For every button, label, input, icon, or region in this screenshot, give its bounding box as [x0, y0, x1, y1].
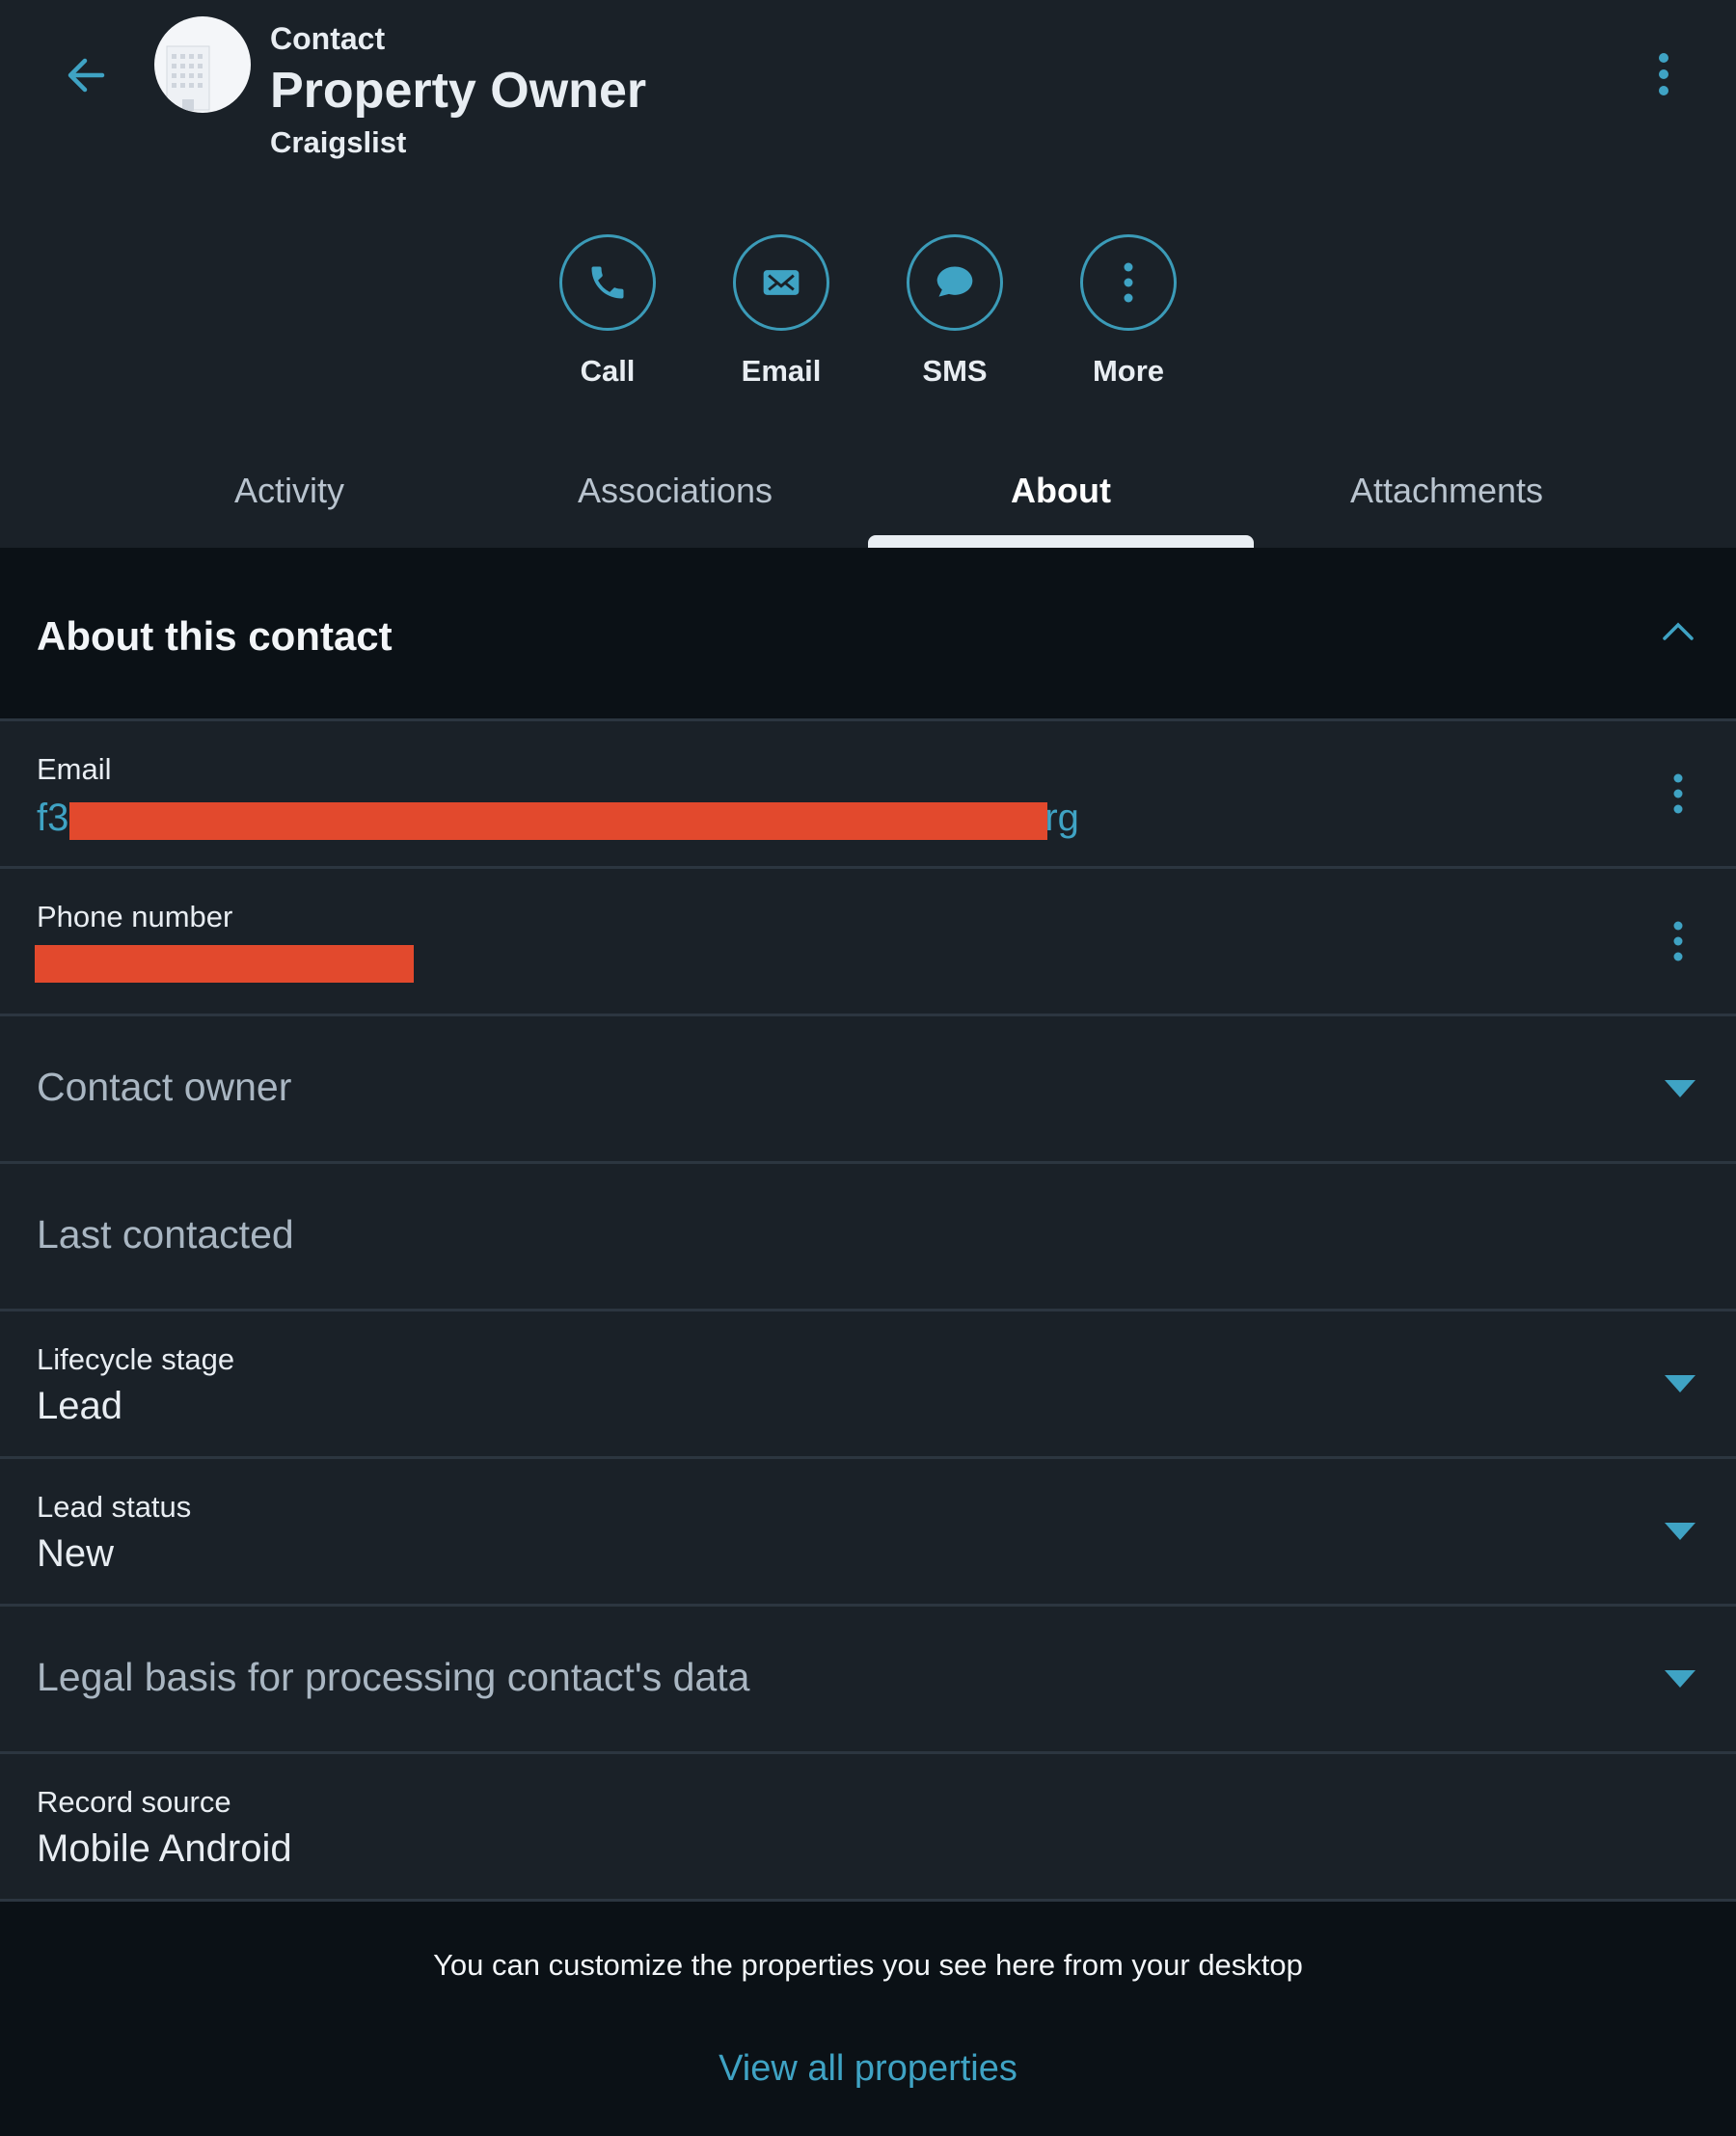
field-email[interactable]: Email f3 rg: [0, 718, 1736, 866]
more-options-button[interactable]: [1649, 50, 1678, 98]
kebab-icon[interactable]: [1668, 771, 1688, 816]
building-icon: [166, 45, 210, 111]
redaction-bar: [35, 945, 414, 983]
contact-header: Contact Property Owner Craigslist Call E…: [0, 0, 1736, 548]
kebab-icon[interactable]: [1668, 919, 1688, 963]
section-title: About this contact: [37, 613, 393, 659]
company-name: Craigslist: [270, 125, 407, 159]
field-record-source: Record source Mobile Android: [0, 1751, 1736, 1899]
field-label: Email: [37, 752, 112, 786]
back-button[interactable]: [60, 48, 114, 102]
contact-name: Property Owner: [270, 63, 647, 119]
view-all-properties-link[interactable]: View all properties: [719, 2048, 1017, 2089]
field-placeholder: Legal basis for processing contact's dat…: [37, 1655, 750, 1699]
field-label: Phone number: [37, 900, 233, 933]
field-placeholder: Contact owner: [37, 1065, 292, 1109]
avatar: [154, 16, 251, 113]
more-actions-button[interactable]: More: [1061, 234, 1196, 389]
envelope-icon: [763, 270, 800, 295]
tab-activity[interactable]: Activity: [233, 471, 344, 510]
caret-down-icon[interactable]: [1665, 1375, 1695, 1392]
field-value: New: [37, 1532, 115, 1575]
chevron-up-icon[interactable]: [1661, 619, 1695, 642]
field-last-contacted[interactable]: Last contacted: [0, 1161, 1736, 1309]
phone-icon: [591, 266, 624, 299]
field-label: Lifecycle stage: [37, 1342, 235, 1376]
caret-down-icon[interactable]: [1665, 1670, 1695, 1688]
tab-associations[interactable]: Associations: [577, 471, 773, 510]
field-value: Mobile Android: [37, 1827, 292, 1870]
redaction-bar: [69, 802, 1047, 840]
email-value[interactable]: f3 rg: [37, 797, 1079, 839]
field-contact-owner[interactable]: Contact owner: [0, 1014, 1736, 1161]
caret-down-icon[interactable]: [1665, 1523, 1695, 1540]
record-type: Contact: [270, 21, 386, 56]
about-section-header[interactable]: About this contact: [0, 548, 1736, 718]
tab-about[interactable]: About: [1011, 471, 1111, 510]
field-legal-basis[interactable]: Legal basis for processing contact's dat…: [0, 1604, 1736, 1751]
sms-button[interactable]: SMS: [887, 234, 1022, 389]
customize-hint: You can customize the properties you see…: [433, 1948, 1303, 1982]
active-tab-indicator: [868, 535, 1254, 548]
caret-down-icon[interactable]: [1665, 1080, 1695, 1097]
field-placeholder: Last contacted: [37, 1212, 294, 1257]
chat-bubble-icon: [936, 266, 973, 297]
field-phone[interactable]: Phone number: [0, 866, 1736, 1014]
arrow-left-icon: [68, 58, 105, 93]
field-lifecycle-stage[interactable]: Lifecycle stage Lead: [0, 1309, 1736, 1456]
footer: You can customize the properties you see…: [0, 1899, 1736, 2136]
tab-attachments[interactable]: Attachments: [1349, 471, 1544, 510]
email-button[interactable]: Email: [714, 234, 849, 389]
field-lead-status[interactable]: Lead status New: [0, 1456, 1736, 1604]
field-label: Lead status: [37, 1490, 192, 1524]
field-value: Lead: [37, 1385, 122, 1427]
kebab-icon: [1659, 53, 1668, 95]
field-label: Record source: [37, 1785, 231, 1819]
call-button[interactable]: Call: [540, 234, 675, 389]
kebab-icon: [1124, 262, 1133, 303]
